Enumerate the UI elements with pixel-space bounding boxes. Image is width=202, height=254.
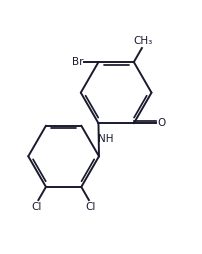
- Text: O: O: [158, 118, 166, 128]
- Text: CH₃: CH₃: [133, 36, 153, 46]
- Text: NH: NH: [98, 134, 114, 144]
- Text: Cl: Cl: [86, 202, 96, 212]
- Text: Cl: Cl: [31, 202, 42, 212]
- Text: Br: Br: [72, 57, 83, 67]
